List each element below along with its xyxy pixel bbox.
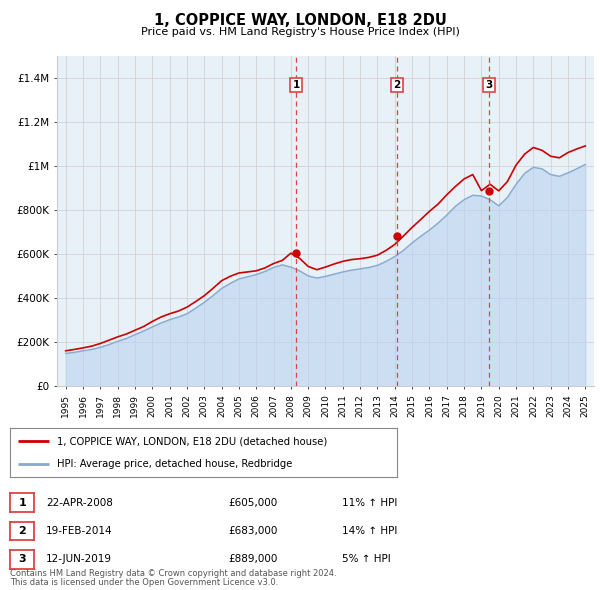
Text: This data is licensed under the Open Government Licence v3.0.: This data is licensed under the Open Gov… [10, 578, 278, 587]
Text: 5% ↑ HPI: 5% ↑ HPI [342, 555, 391, 564]
Text: 1, COPPICE WAY, LONDON, E18 2DU (detached house): 1, COPPICE WAY, LONDON, E18 2DU (detache… [56, 437, 327, 447]
Text: 2: 2 [394, 80, 401, 90]
Text: 11% ↑ HPI: 11% ↑ HPI [342, 498, 397, 507]
Text: 19-FEB-2014: 19-FEB-2014 [46, 526, 113, 536]
Text: 3: 3 [485, 80, 493, 90]
Text: 12-JUN-2019: 12-JUN-2019 [46, 555, 112, 564]
Text: 1: 1 [292, 80, 299, 90]
Text: 14% ↑ HPI: 14% ↑ HPI [342, 526, 397, 536]
Text: £605,000: £605,000 [228, 498, 277, 507]
Text: 22-APR-2008: 22-APR-2008 [46, 498, 113, 507]
Text: £889,000: £889,000 [228, 555, 277, 564]
Text: 1, COPPICE WAY, LONDON, E18 2DU: 1, COPPICE WAY, LONDON, E18 2DU [154, 13, 446, 28]
Text: 1: 1 [19, 498, 26, 507]
Text: Contains HM Land Registry data © Crown copyright and database right 2024.: Contains HM Land Registry data © Crown c… [10, 569, 337, 578]
Text: HPI: Average price, detached house, Redbridge: HPI: Average price, detached house, Redb… [56, 458, 292, 468]
Text: £683,000: £683,000 [228, 526, 277, 536]
Text: Price paid vs. HM Land Registry's House Price Index (HPI): Price paid vs. HM Land Registry's House … [140, 27, 460, 37]
Text: 2: 2 [19, 526, 26, 536]
Text: 3: 3 [19, 555, 26, 564]
